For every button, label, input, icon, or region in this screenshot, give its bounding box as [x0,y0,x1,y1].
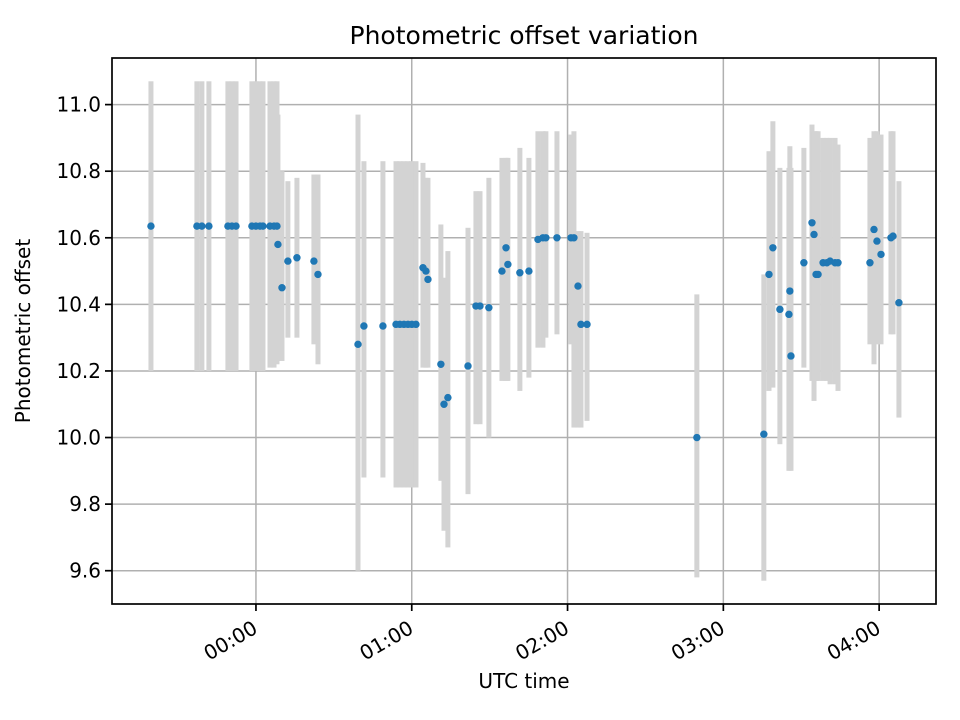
scatter-point [259,222,267,230]
scatter-point [310,257,318,265]
error-bar [761,274,767,581]
scatter-point [485,303,493,312]
y-tick-label: 10.8 [56,159,101,183]
points-layer [147,219,903,442]
scatter-point [765,270,773,279]
scatter-point [198,222,206,230]
error-bar [571,131,577,428]
scatter-point [814,270,822,279]
scatter-point [583,320,591,329]
x-tick-label: 00:00 [200,616,262,666]
y-tick-label: 10.4 [56,292,101,316]
scatter-point [553,234,561,242]
scatter-point [516,269,524,277]
scatter-point [284,257,292,265]
error-bar [275,114,281,361]
scatter-point [787,352,795,360]
error-bar [788,167,794,471]
scatter-point [760,430,768,438]
error-bar [315,174,321,365]
scatter-point [800,259,808,267]
error-bar [815,131,821,381]
scatter-point [424,275,432,284]
error-bar [835,144,841,391]
error-bar [871,131,877,365]
x-axis-label: UTC time [478,669,569,693]
axes-layer: 00:00 01:00 02:00 03:00 04:00 9.6 9.8 10.0 10.2 1… [56,93,884,666]
scatter-point [502,244,510,252]
error-bar [801,147,807,368]
scatter-point [422,267,430,275]
error-bar [867,137,873,345]
scatter-point [810,230,818,239]
scatter-point [354,340,362,349]
error-bar [878,134,884,345]
scatter-point [293,254,301,262]
x-tick-label: 03:00 [667,616,729,666]
error-bar [554,131,560,335]
chart-title: Photometric offset variation [350,21,699,50]
error-bar [361,161,367,478]
scatter-point [785,310,793,319]
scatter-point [379,322,387,330]
scatter-point [314,270,322,279]
scatter-point [574,282,582,290]
error-bar [380,161,386,478]
scatter-point [889,232,897,240]
y-axis-label: Photometric offset [11,239,35,424]
x-tick-label: 02:00 [511,616,573,666]
error-bar [578,231,584,428]
scatter-point [278,284,286,292]
scatter-point [808,219,816,227]
scatter-point [873,237,881,245]
plot-frame [111,57,937,605]
y-tick-label: 9.8 [69,492,101,516]
scatter-point [464,362,472,370]
error-bar [438,224,444,481]
scatter-point [498,267,506,275]
scatter-point [273,222,281,230]
x-tick-label: 01:00 [355,616,417,666]
scatter-point [412,320,420,329]
scatter-point [769,244,777,252]
scatter-point [577,320,585,329]
scatter-point [834,259,842,267]
scatter-point [570,234,578,242]
scatter-point [786,287,794,295]
scatter-point [360,322,368,330]
scatter-point [877,250,885,259]
y-tick-label: 11.0 [56,93,101,117]
scatter-point [205,222,213,230]
error-bar [465,227,471,495]
y-tick-label: 9.6 [69,559,101,583]
scatter-point [870,225,878,234]
scatter-point [866,259,874,267]
y-tick-label: 10.2 [56,359,101,383]
scatter-point [440,400,448,408]
scatter-point [693,433,701,442]
error-bar [279,171,285,361]
scatter-point [776,305,784,314]
scatter-point [232,222,240,230]
scatter-point [444,393,452,402]
scatter-point [895,299,903,307]
scatter-point [274,240,282,249]
scatter-point [525,267,533,275]
scatter-point [476,302,484,310]
y-tick-label: 10.0 [56,426,101,450]
errorbars-layer [148,81,902,581]
y-tick-label: 10.6 [56,226,101,250]
error-bar [505,157,511,381]
scatter-point [542,234,550,242]
scatter-point [504,260,512,269]
scatter-point [147,222,155,230]
scatter-point [437,360,445,368]
error-bar [575,231,581,428]
error-bar [770,121,776,388]
x-tick-label: 04:00 [823,616,885,666]
